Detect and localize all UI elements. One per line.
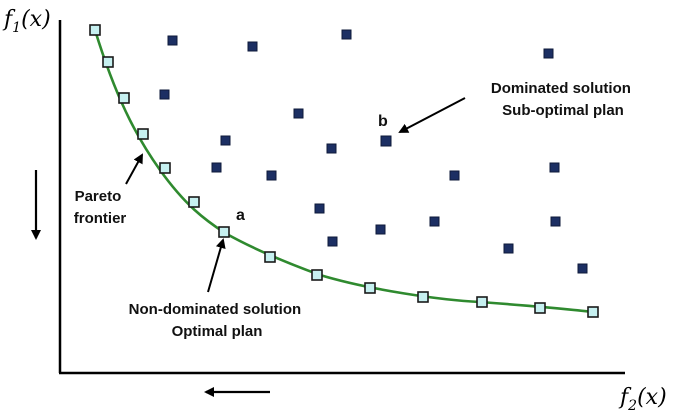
- dominated-point: [167, 35, 178, 46]
- dominated-point: [549, 162, 560, 173]
- dominated-point: [314, 203, 325, 214]
- frontier-point: [188, 196, 200, 208]
- frontier-point-a: [218, 226, 230, 238]
- dominated-point: [503, 243, 514, 254]
- dominated-point: [327, 236, 338, 247]
- dominated-point: [159, 89, 170, 100]
- frontier-point: [587, 306, 599, 318]
- point-a-label: a: [236, 207, 245, 224]
- dominated-point: [577, 263, 588, 274]
- frontier-point: [417, 291, 429, 303]
- dominated-text: Dominated solution Sub-optimal plan: [491, 80, 635, 119]
- frontier-point: [159, 162, 171, 174]
- dominated-arrow: [398, 97, 466, 133]
- dominated-line2: Sub-optimal plan: [502, 102, 624, 119]
- dominated-point: [429, 216, 440, 227]
- dominated-point: [543, 48, 554, 59]
- frontier-point: [364, 282, 376, 294]
- dominated-point: [341, 29, 352, 40]
- x-axis-sub: 2: [627, 398, 637, 414]
- y-axis-arg: (x): [21, 7, 51, 32]
- dominated-point: [220, 135, 231, 146]
- frontier-point: [102, 56, 114, 68]
- frontier-point: [476, 296, 488, 308]
- dominated-point: [266, 170, 277, 181]
- nondominated-arrow: [207, 238, 226, 293]
- dominated-line1: Dominated solution: [491, 80, 631, 97]
- dominated-point-b: [380, 135, 392, 147]
- pareto-arrow: [125, 153, 143, 185]
- frontier-point: [118, 92, 130, 104]
- frontier-point: [137, 128, 149, 140]
- y-axis-label: f1(x): [2, 7, 51, 36]
- dominated-point: [326, 143, 337, 154]
- dominated-point: [375, 224, 386, 235]
- pareto-line1: Pareto: [75, 188, 122, 205]
- nondominated-line2: Optimal plan: [172, 323, 263, 340]
- frontier-point: [264, 251, 276, 263]
- dominated-point: [293, 108, 304, 119]
- y-axis-sub: 1: [12, 20, 21, 36]
- x-axis-arg: (x): [637, 385, 667, 410]
- dominated-markers: [159, 29, 588, 274]
- dominated-point: [247, 41, 258, 52]
- nondominated-line1: Non-dominated solution: [129, 301, 301, 318]
- frontier-point: [534, 302, 546, 314]
- nondominated-text: Non-dominated solution Optimal plan: [129, 301, 306, 340]
- dominated-point: [449, 170, 460, 181]
- frontier-point: [311, 269, 323, 281]
- dominated-point: [211, 162, 222, 173]
- dominated-point: [550, 216, 561, 227]
- pareto-line2: frontier: [74, 210, 127, 227]
- frontier-markers: [89, 24, 599, 318]
- pareto-text: Pareto frontier: [74, 188, 127, 227]
- x-axis-label: f2(x): [618, 385, 667, 414]
- frontier-point: [89, 24, 101, 36]
- point-b-label: b: [378, 113, 388, 130]
